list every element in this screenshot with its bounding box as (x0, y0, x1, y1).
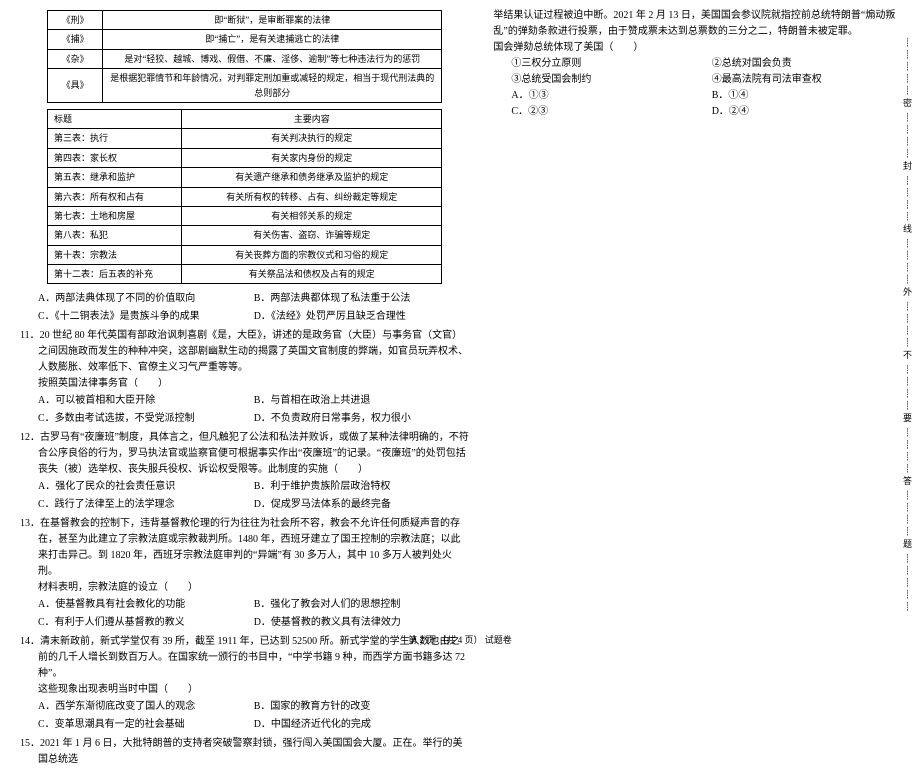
tbl2-cell: 第四表：家长权 (47, 148, 181, 167)
tbl2-cell: 第十表：宗教法 (47, 245, 181, 264)
q15-b: B．①④ (712, 88, 900, 104)
q10-d: D．《法经》处罚严厉且缺乏合理性 (254, 308, 470, 326)
q15-i4: ④最高法院有司法审查权 (712, 72, 900, 88)
q13-sub: 材料表明，宗教法庭的设立（ ） (20, 580, 469, 596)
tbl2-h2: 主要内容 (182, 109, 442, 128)
tbl1-cell: 《具》 (47, 69, 102, 103)
q12-a: A．强化了民众的社会责任意识 (38, 478, 254, 496)
q13-a: A．使基督教具有社会教化的功能 (38, 596, 254, 614)
q13-c: C．有利于人们遵从基督教的教义 (38, 614, 254, 632)
tbl2-cell: 有关相邻关系的规定 (182, 206, 442, 225)
tbl1-cell: 是对“轻狡、越城、博戏、假借、不廉、淫侈、逾制”等七种违法行为的惩罚 (103, 49, 442, 68)
tbl2-h1: 标题 (47, 109, 181, 128)
q13-b: B．强化了教会对人们的思想控制 (254, 596, 470, 614)
q15-c: C．②③ (511, 104, 699, 120)
q11-text: 11．20 世纪 80 年代英国有部政治讽刺喜剧《是，大臣》，讲述的是政务官（大… (20, 328, 469, 376)
tbl2-cell: 有关判决执行的规定 (182, 129, 442, 148)
q11-options: A．可以被首相和大臣开除 B．与首相在政治上共进退 C．多数由考试选拔，不受党派… (20, 392, 469, 428)
q15-a: A．①③ (511, 88, 699, 104)
q11-a: A．可以被首相和大臣开除 (38, 392, 254, 410)
tbl1-cell: 即“断狱”，是审断罪案的法律 (103, 11, 442, 30)
tbl2-cell: 有关丧葬方面的宗教仪式和习俗的规定 (182, 245, 442, 264)
tbl1-cell: 《捕》 (47, 30, 102, 49)
q15-sub: 国会弹劾总统体现了美国（ ） (493, 40, 900, 56)
q14-d: D．中国经济近代化的完成 (254, 716, 470, 734)
q14-a: A．西学东渐彻底改变了国人的观念 (38, 698, 254, 716)
q11-c: C．多数由考试选拔，不受党派控制 (38, 410, 254, 428)
q13-options: A．使基督教具有社会教化的功能 B．强化了教会对人们的思想控制 C．有利于人们遵… (20, 596, 469, 632)
q13-d: D．使基督教的教义具有法律效力 (254, 614, 470, 632)
tbl2-cell: 有关伤害、盗窃、诈骗等规定 (182, 226, 442, 245)
tbl1-cell: 《杂》 (47, 49, 102, 68)
tbl2-cell: 有关所有权的转移、占有、纠纷裁定等规定 (182, 187, 442, 206)
q15-items: ①三权分立原则 ②总统对国会负责 ③总统受国会制约 ④最高法院有司法审查权 (493, 56, 900, 88)
q14-b: B．国家的教育方针的改变 (254, 698, 470, 716)
margin-seal-line: ┊┊┊┊┊密┊┊┊┊封┊┊┊┊线┊┊┊┊外┊┊┊┊不┊┊┊┊要┊┊┊┊答┊┊┊┊… (900, 0, 914, 651)
q10-b: B．两部法典都体现了私法重于公法 (254, 290, 470, 308)
q15-i3: ③总统受国会制约 (511, 72, 699, 88)
q12-c: C．践行了法律至上的法学理念 (38, 496, 254, 514)
table-twelve-tables: 标题 主要内容 第三表：执行有关判决执行的规定第四表：家长权有关家内身份的规定第… (47, 109, 442, 285)
q15-i1: ①三权分立原则 (511, 56, 699, 72)
tbl2-cell: 有关遗产继承和债务继承及监护的规定 (182, 168, 442, 187)
tbl2-cell: 有关祭品法和债权及占有的规定 (182, 265, 442, 284)
q11-b: B．与首相在政治上共进退 (254, 392, 470, 410)
q12-b: B．利于维护贵族阶层政治特权 (254, 478, 470, 496)
q14-c: C．变革思潮具有一定的社会基础 (38, 716, 254, 734)
q15-i2: ②总统对国会负责 (712, 56, 900, 72)
q15-d: D．②④ (712, 104, 900, 120)
tbl1-cell: 是根据犯罪情节和年龄情况，对判罪定刑加重或减轻的规定，相当于现代刑法典的总则部分 (103, 69, 442, 103)
q10-c: C．《十二铜表法》是贵族斗争的成果 (38, 308, 254, 326)
q15-text: 15．2021 年 1 月 6 日，大批特朗普的支持者突破警察封锁，强行闯入美国… (20, 736, 469, 768)
tbl1-cell: 《刑》 (47, 11, 102, 30)
q14-options: A．西学东渐彻底改变了国人的观念 B．国家的教育方针的改变 C．变革思潮具有一定… (20, 698, 469, 734)
q10-a: A．两部法典体现了不同的价值取向 (38, 290, 254, 308)
q15-cont: 举结果认证过程被迫中断。2021 年 2 月 13 日，美国国会参议院就指控前总… (493, 8, 900, 40)
tbl1-cell: 即“捕亡”，是有关逮捕逃亡的法律 (103, 30, 442, 49)
tbl2-cell: 有关家内身份的规定 (182, 148, 442, 167)
page-footer: 第 2 页 （共 4 页） 试题卷 (0, 633, 920, 647)
q10-options: A．两部法典体现了不同的价值取向 B．两部法典都体现了私法重于公法 C．《十二铜… (20, 290, 469, 326)
q15-options: A．①③ B．①④ C．②③ D．②④ (493, 88, 900, 120)
tbl2-cell: 第三表：执行 (47, 129, 181, 148)
tbl2-cell: 第十二表：后五表的补充 (47, 265, 181, 284)
tbl2-cell: 第六表：所有权和占有 (47, 187, 181, 206)
q11-sub: 按照英国法律事务官（ ） (20, 376, 469, 392)
q12-options: A．强化了民众的社会责任意识 B．利于维护贵族阶层政治特权 C．践行了法律至上的… (20, 478, 469, 514)
tbl2-cell: 第五表：继承和监护 (47, 168, 181, 187)
q11-d: D．不负责政府日常事务，权力很小 (254, 410, 470, 428)
q13-text: 13．在基督教会的控制下，违背基督教伦理的行为往往为社会所不容，教会不允许任何质… (20, 516, 469, 580)
q12-d: D．促成罗马法体系的最终完备 (254, 496, 470, 514)
tbl2-cell: 第八表：私犯 (47, 226, 181, 245)
table-law-book: 《刑》即“断狱”，是审断罪案的法律《捕》即“捕亡”，是有关逮捕逃亡的法律《杂》是… (47, 10, 442, 103)
q14-sub: 这些现象出现表明当时中国（ ） (20, 682, 469, 698)
margin-text: 密┊┊┊┊封┊┊┊┊线┊┊┊┊外┊┊┊┊不┊┊┊┊要┊┊┊┊答┊┊┊┊题 (902, 98, 912, 554)
tbl2-cell: 第七表：土地和房屋 (47, 206, 181, 225)
q12-text: 12．古罗马有“夜廉班”制度，具体言之，但凡触犯了公法和私法并败诉，或做了某种法… (20, 430, 469, 478)
